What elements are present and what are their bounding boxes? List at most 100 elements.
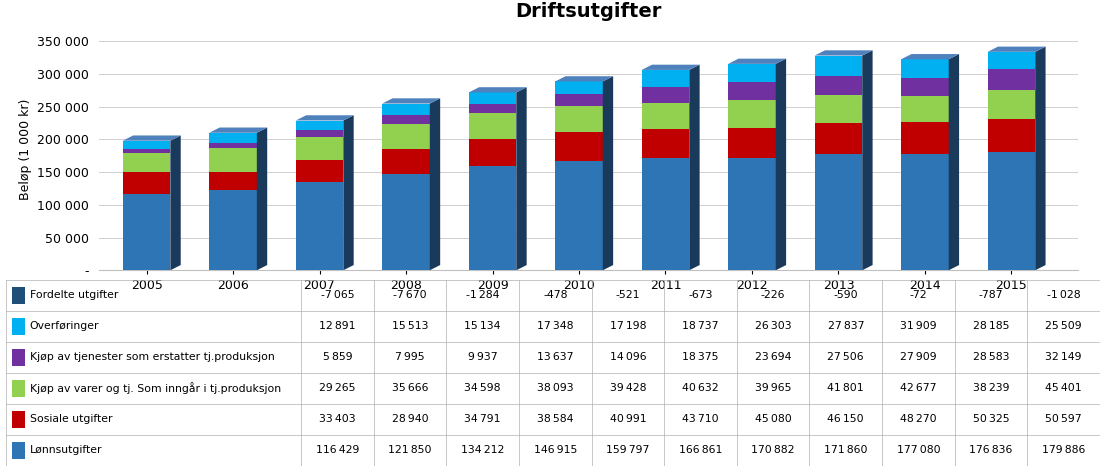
- Text: -7 065: -7 065: [320, 290, 354, 300]
- Bar: [556, 106, 603, 132]
- Polygon shape: [382, 98, 440, 103]
- Text: 27 506: 27 506: [827, 352, 865, 362]
- Text: 18 375: 18 375: [682, 352, 718, 362]
- Text: 177 080: 177 080: [896, 445, 940, 455]
- Text: 27 909: 27 909: [900, 352, 937, 362]
- Text: 28 583: 28 583: [972, 352, 1010, 362]
- Bar: [556, 94, 603, 106]
- Text: 31 909: 31 909: [900, 321, 937, 331]
- Bar: [641, 87, 690, 103]
- Text: 39 428: 39 428: [609, 384, 646, 393]
- Text: 34 598: 34 598: [464, 384, 500, 393]
- Polygon shape: [776, 59, 786, 270]
- Bar: [641, 129, 690, 158]
- Text: 159 797: 159 797: [606, 445, 650, 455]
- Bar: [556, 161, 603, 270]
- Text: Kjøp av tjenester som erstatter tj.produksjon: Kjøp av tjenester som erstatter tj.produ…: [30, 352, 274, 362]
- Text: 50 325: 50 325: [972, 414, 1010, 425]
- Text: Lønnsutgifter: Lønnsutgifter: [30, 445, 102, 455]
- Polygon shape: [603, 76, 613, 270]
- Bar: [209, 148, 256, 171]
- Bar: [469, 165, 516, 270]
- Text: 116 429: 116 429: [316, 445, 359, 455]
- Text: Kjøp av varer og tj. Som inngår i tj.produksjon: Kjøp av varer og tj. Som inngår i tj.pro…: [30, 383, 280, 394]
- Text: -787: -787: [979, 290, 1003, 300]
- Text: 43 710: 43 710: [682, 414, 718, 425]
- Text: 23 694: 23 694: [755, 352, 791, 362]
- Text: 46 150: 46 150: [827, 414, 865, 425]
- Text: -1 028: -1 028: [1047, 290, 1080, 300]
- Bar: [728, 64, 776, 82]
- Text: 166 861: 166 861: [679, 445, 723, 455]
- Bar: [556, 132, 603, 161]
- Bar: [123, 194, 170, 270]
- Bar: [209, 191, 256, 270]
- Bar: [12, 380, 25, 397]
- Bar: [296, 159, 343, 182]
- Text: Overføringer: Overføringer: [30, 321, 99, 331]
- Bar: [12, 442, 25, 459]
- Bar: [469, 92, 516, 104]
- Text: 45 080: 45 080: [755, 414, 792, 425]
- Text: 121 850: 121 850: [388, 445, 431, 455]
- Text: 50 597: 50 597: [1045, 414, 1082, 425]
- Bar: [12, 287, 25, 304]
- Bar: [209, 171, 256, 191]
- Text: 28 940: 28 940: [392, 414, 428, 425]
- Bar: [296, 130, 343, 137]
- Bar: [469, 113, 516, 139]
- Text: 25 509: 25 509: [1045, 321, 1082, 331]
- Text: 179 886: 179 886: [1042, 445, 1086, 455]
- Polygon shape: [988, 47, 1046, 52]
- Text: -7 670: -7 670: [393, 290, 427, 300]
- Text: -72: -72: [910, 290, 927, 300]
- Bar: [988, 270, 1035, 271]
- Text: 38 093: 38 093: [537, 384, 573, 393]
- Bar: [988, 119, 1035, 152]
- Polygon shape: [728, 59, 786, 64]
- Bar: [382, 115, 430, 124]
- Bar: [209, 133, 256, 143]
- Bar: [296, 137, 343, 159]
- Text: 14 096: 14 096: [609, 352, 646, 362]
- Text: 34 791: 34 791: [464, 414, 500, 425]
- Bar: [123, 141, 170, 149]
- Bar: [382, 149, 430, 174]
- Bar: [209, 270, 256, 275]
- Text: 38 584: 38 584: [537, 414, 573, 425]
- Text: -673: -673: [689, 290, 713, 300]
- Y-axis label: Beløp (1 000 kr): Beløp (1 000 kr): [19, 98, 32, 200]
- Polygon shape: [1035, 47, 1046, 270]
- Bar: [123, 153, 170, 172]
- Text: 17 348: 17 348: [537, 321, 573, 331]
- Bar: [901, 154, 948, 270]
- Polygon shape: [123, 136, 180, 141]
- Polygon shape: [516, 87, 527, 270]
- Bar: [728, 158, 776, 270]
- Text: 26 303: 26 303: [755, 321, 792, 331]
- Text: -521: -521: [616, 290, 640, 300]
- Text: 40 632: 40 632: [682, 384, 718, 393]
- Polygon shape: [815, 50, 872, 55]
- Polygon shape: [430, 98, 440, 270]
- Bar: [728, 100, 776, 128]
- Text: 45 401: 45 401: [1045, 384, 1082, 393]
- Polygon shape: [209, 128, 267, 133]
- Polygon shape: [170, 136, 180, 270]
- Bar: [12, 349, 25, 366]
- Polygon shape: [948, 54, 959, 270]
- Bar: [12, 318, 25, 335]
- Bar: [901, 78, 948, 96]
- Bar: [382, 103, 430, 115]
- Polygon shape: [641, 65, 700, 70]
- Bar: [988, 152, 1035, 270]
- Bar: [728, 128, 776, 158]
- Bar: [815, 123, 862, 154]
- Text: 9 937: 9 937: [468, 352, 497, 362]
- Text: 146 915: 146 915: [534, 445, 576, 455]
- Text: 35 666: 35 666: [392, 384, 428, 393]
- Title: Driftsutgifter: Driftsutgifter: [515, 2, 662, 21]
- Bar: [988, 69, 1035, 89]
- Bar: [988, 52, 1035, 69]
- Text: 171 860: 171 860: [824, 445, 868, 455]
